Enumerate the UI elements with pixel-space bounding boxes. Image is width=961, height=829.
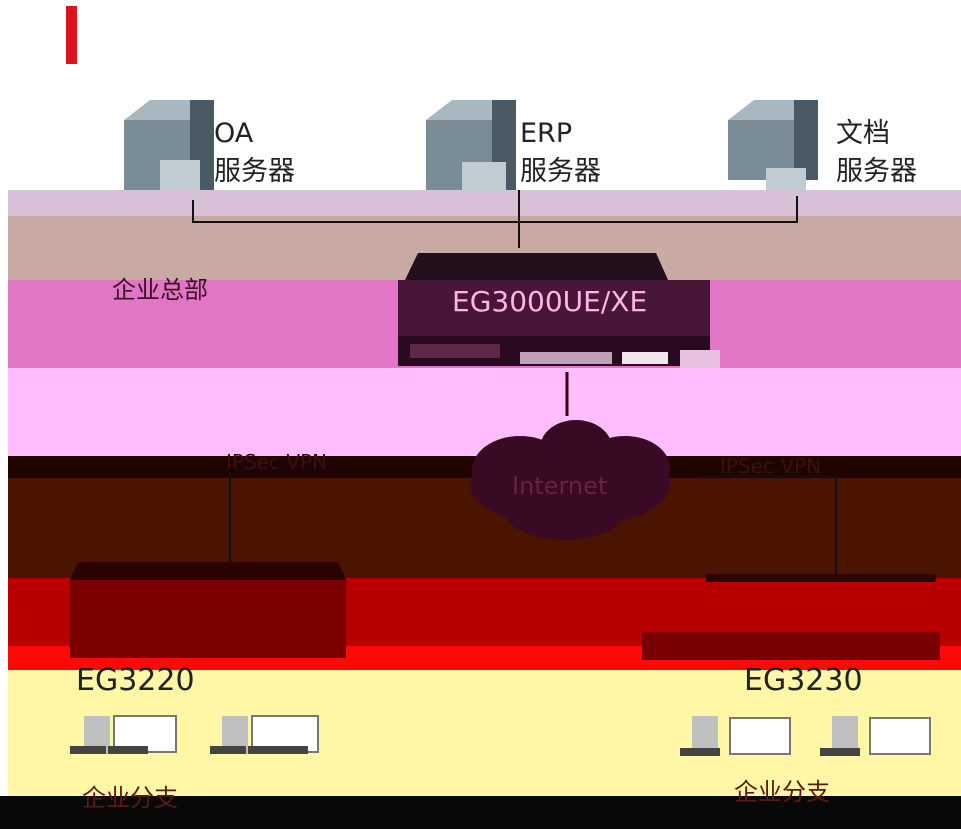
server-icon: [426, 100, 516, 192]
server-doc-line1: 文档: [836, 118, 890, 149]
server-oa-line1: OA: [214, 118, 254, 149]
pc-icon: [70, 715, 177, 754]
right-branch-line: [700, 475, 837, 578]
cloud-icon: [470, 420, 670, 540]
accent-bar: [66, 6, 77, 64]
pc-icon: [210, 715, 319, 754]
branch-left-device: EG3220: [76, 663, 195, 698]
vpn-label-left: IPSec VPN: [226, 450, 328, 474]
router-icon: [398, 253, 720, 368]
vpn-label-right: IPSec VPN: [720, 454, 822, 478]
headquarters-label: 企业总部: [112, 276, 208, 304]
branch-right-site: 企业分支: [734, 778, 830, 806]
cloud-label: Internet: [512, 472, 608, 500]
server-bus-line: [192, 196, 798, 223]
server-doc-line2: 服务器: [836, 156, 917, 187]
band-pink: [8, 368, 961, 456]
server-icon: [124, 100, 214, 190]
pc-icon: [820, 716, 931, 756]
pc-icon: [680, 716, 791, 756]
server-icon: [728, 100, 818, 190]
branch-router-right: [642, 574, 940, 660]
band-bottom: [0, 796, 961, 829]
server-erp-line1: ERP: [520, 118, 573, 149]
branch-router-left: [70, 562, 346, 658]
band-lavender: [8, 190, 961, 216]
server-erp-line2: 服务器: [520, 156, 601, 187]
core-device-label: EG3000UE/XE: [452, 285, 648, 318]
branch-left-site: 企业分支: [82, 784, 178, 812]
server-oa-line2: 服务器: [214, 156, 295, 187]
branch-right-device: EG3230: [744, 663, 863, 698]
